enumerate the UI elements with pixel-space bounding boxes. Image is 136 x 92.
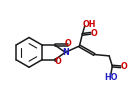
Text: O: O	[120, 62, 127, 71]
Text: O: O	[54, 57, 61, 66]
Text: O: O	[91, 29, 97, 38]
Text: HO: HO	[104, 73, 118, 82]
Text: O: O	[65, 39, 72, 48]
Text: OH: OH	[82, 20, 96, 29]
Text: N: N	[62, 48, 69, 57]
